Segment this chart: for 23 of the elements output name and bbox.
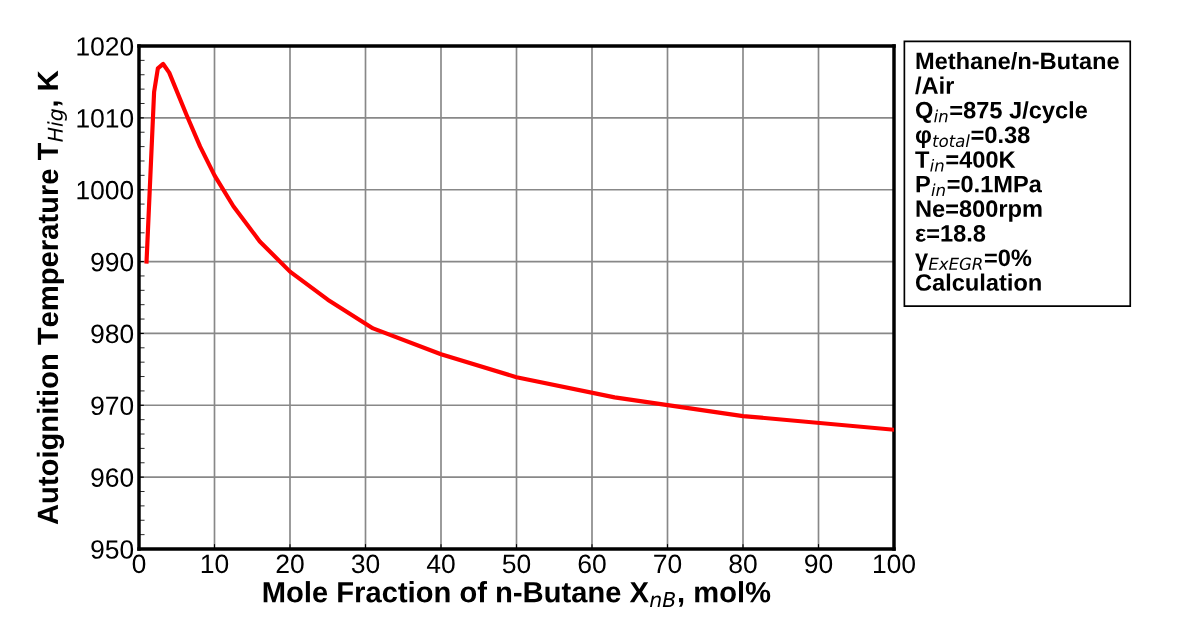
y-tick-label: 990 [91, 252, 134, 272]
line-series [144, 61, 894, 432]
x-tick-label: 10 [201, 554, 229, 574]
y-tick-label: 950 [91, 540, 134, 559]
y-tick-label: 980 [91, 324, 134, 344]
x-tick-label: 40 [426, 554, 455, 574]
y-tick-label: 970 [91, 396, 134, 416]
x-tick-label: 30 [351, 554, 380, 574]
y-tick-label: 1020 [77, 37, 134, 56]
x-axis-title: Mole Fraction of n-Butane X$_{nB}$, mol% [263, 581, 771, 608]
x-tick-label: 20 [276, 554, 304, 574]
y-tick-label: 1000 [77, 180, 134, 200]
y-axis-title: Autoignition Temperature T$_{Hig}$, K [36, 70, 67, 525]
y-tick-label: 1010 [77, 108, 134, 128]
x-tick-label: 70 [654, 554, 682, 574]
x-tick-label: 60 [578, 554, 606, 574]
x-tick-label: 0 [132, 554, 146, 574]
x-tick-label: 50 [502, 554, 531, 574]
text: Methane/n-Butane /Air Q$_{in}$=875 J/cycle φ$_{total}$=0.38 T$_{in}$=400K P$_{in}$=0.1MPa Ne=800rpm ε=18.8 γ$_{ExEGR}$=0% Calculation [915, 52, 1119, 291]
x-tick-label: 100 [874, 554, 915, 574]
x-tick-label: 80 [729, 554, 757, 574]
y-tick-label: 960 [91, 468, 134, 487]
x-tick-label: 90 [805, 554, 833, 574]
